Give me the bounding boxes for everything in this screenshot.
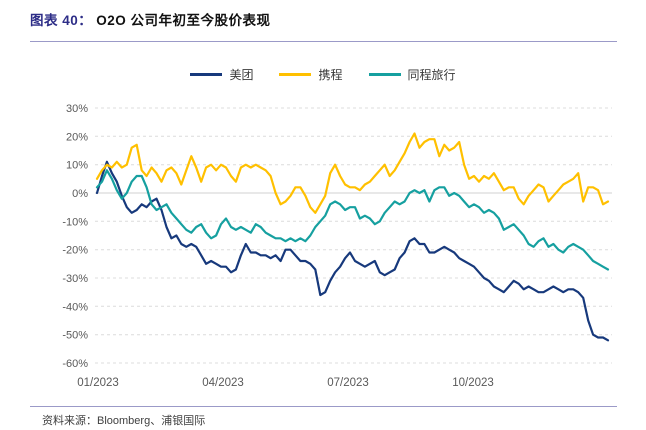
y-axis-tick-label: -30% <box>62 273 88 285</box>
y-axis-tick-label: 30% <box>66 103 88 115</box>
y-axis-tick-label: -40% <box>62 301 88 313</box>
legend-item-ctrip: 携程 <box>279 66 343 83</box>
x-axis-tick-label: 07/2023 <box>327 377 369 389</box>
legend-label-tongcheng: 同程旅行 <box>407 68 456 82</box>
source-note: 资料来源：Bloomberg、浦银国际 <box>42 415 206 427</box>
legend-label-meituan: 美团 <box>229 68 254 82</box>
x-axis-tick-label: 01/2023 <box>77 377 119 389</box>
figure-title: 图表 40： O2O 公司年初至今股价表现 <box>30 9 271 29</box>
legend-item-meituan: 美团 <box>190 66 253 83</box>
ctrip-line-swatch-icon <box>279 73 312 76</box>
meituan-line-swatch-icon <box>190 73 223 76</box>
bottom-separator-line <box>30 406 617 407</box>
y-axis-tick-label: 0% <box>72 188 88 200</box>
y-axis-tick-label: 10% <box>66 160 88 172</box>
series-line-ctrip <box>95 132 610 214</box>
x-axis-tick-label: 10/2023 <box>452 377 494 389</box>
series-line-tongcheng <box>95 169 610 271</box>
figure-title-text: O2O 公司年初至今股价表现 <box>96 13 271 28</box>
series-line-meituan <box>95 160 610 342</box>
y-axis-tick-label: -20% <box>62 245 88 257</box>
y-axis-tick-label: -10% <box>62 216 88 228</box>
tongcheng-line-swatch-icon <box>368 73 401 76</box>
top-separator-line <box>30 41 617 42</box>
legend-item-tongcheng: 同程旅行 <box>368 66 456 83</box>
chart-legend: 美团 携程 同程旅行 <box>0 66 646 83</box>
y-axis-tick-label: -50% <box>62 330 88 342</box>
x-axis-tick-label: 04/2023 <box>202 377 244 389</box>
legend-label-ctrip: 携程 <box>318 68 343 82</box>
y-axis-tick-label: 20% <box>66 131 88 143</box>
figure-number-label: 图表 40： <box>30 13 93 28</box>
y-axis-tick-label: -60% <box>62 358 88 370</box>
